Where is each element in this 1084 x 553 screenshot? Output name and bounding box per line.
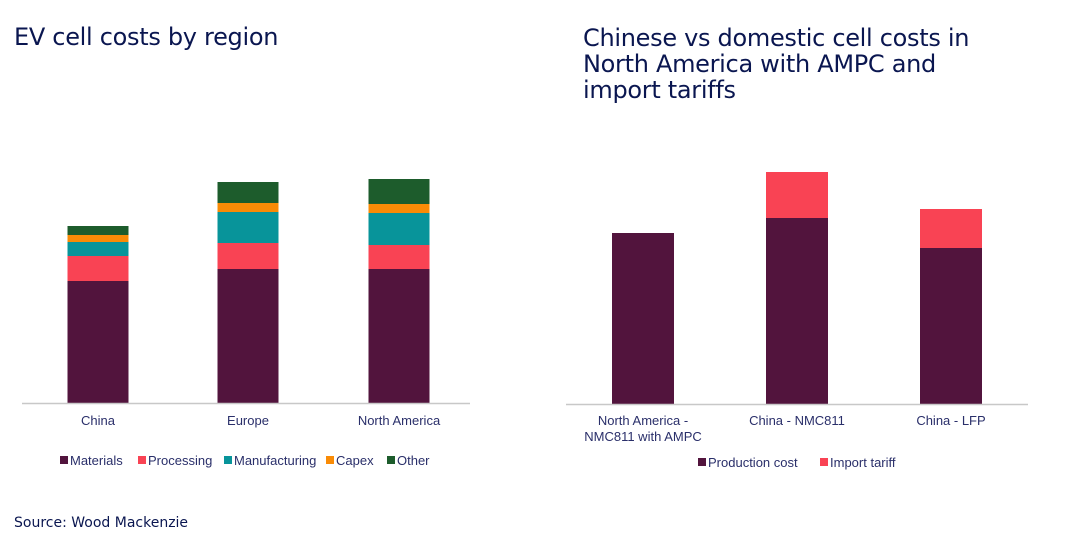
bar-segment-other [368,179,430,204]
legend-swatch [138,456,146,464]
bar-segment-other [217,182,279,203]
bar-segment-processing [217,243,279,269]
legend-label: Materials [70,453,123,468]
x-tick-label: NMC811 with AMPC [584,429,702,444]
bar-segment-import-tariff [766,172,828,218]
legend-label: Manufacturing [234,453,316,468]
legend-swatch [698,458,706,466]
legend-label: Other [397,453,430,468]
x-tick-label: China - NMC811 [749,413,845,428]
chart-title-ev-cell-costs: EV cell costs by region [14,23,279,51]
bar-segment-production-cost [612,233,674,404]
legend-swatch [820,458,828,466]
legend-label: Processing [148,453,212,468]
bar-segment-manufacturing [67,242,129,256]
legend-label: Production cost [708,455,798,470]
source-note: Source: Wood Mackenzie [14,515,189,531]
legend-label: Import tariff [830,455,896,470]
bar-segment-materials [217,269,279,403]
x-tick-label: North America [358,413,441,428]
bar-segment-production-cost [766,218,828,404]
x-tick-label: Europe [227,413,269,428]
bar-segment-manufacturing [217,212,279,243]
bar-segment-capex [217,203,279,212]
bar-segment-processing [67,256,129,281]
bar-segment-import-tariff [920,209,982,248]
legend-swatch [387,456,395,464]
chart-title-chinese-vs-domestic: Chinese vs domestic cell costs in North … [583,24,970,104]
x-tick-label: North America - [598,413,688,428]
bar-segment-processing [368,245,430,269]
legend-swatch [60,456,68,464]
x-tick-label: China - LFP [916,413,985,428]
bar-segment-materials [67,281,129,403]
bar-segment-other [67,226,129,235]
legend-swatch [224,456,232,464]
bar-segment-capex [67,235,129,242]
bar-segment-production-cost [920,248,982,404]
legend-label: Capex [336,453,374,468]
legend-swatch [326,456,334,464]
x-tick-label: China [81,413,116,428]
bar-segment-capex [368,204,430,213]
bar-segment-manufacturing [368,213,430,245]
bar-segment-materials [368,269,430,403]
